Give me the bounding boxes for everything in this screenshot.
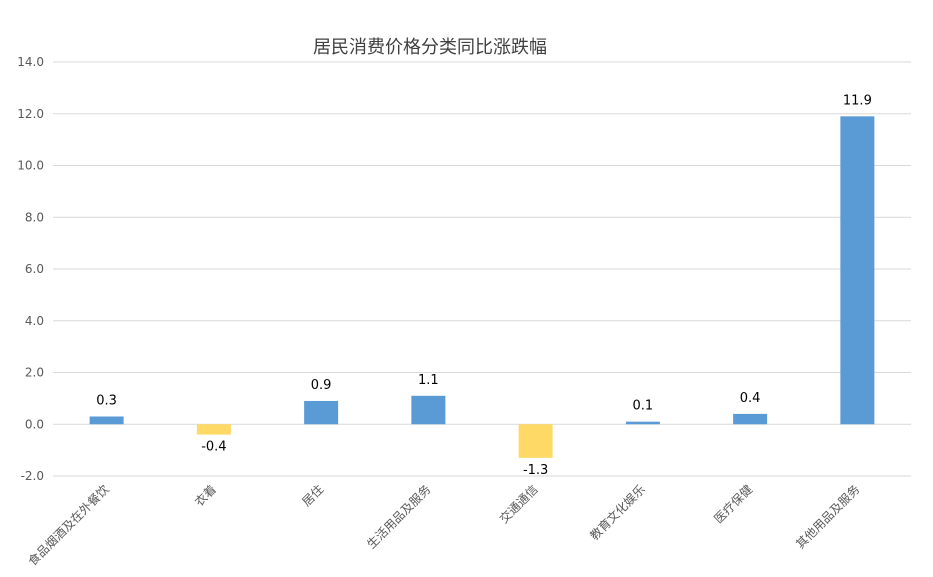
bar xyxy=(411,395,446,425)
data-label: 0.1 xyxy=(633,399,654,414)
data-label: 0.9 xyxy=(311,378,332,393)
bar xyxy=(733,413,768,425)
x-tick-label: 医疗保健 xyxy=(711,482,755,526)
y-tick-label: 12.0 xyxy=(17,107,44,121)
bar xyxy=(625,421,660,425)
y-tick-label: 6.0 xyxy=(25,262,44,276)
data-label: 0.3 xyxy=(96,393,117,408)
x-tick-label: 教育文化娱乐 xyxy=(586,482,648,544)
y-tick-label: 10.0 xyxy=(17,159,44,173)
x-tick-label: 其他用品及服务 xyxy=(792,482,862,552)
y-tick-label: 2.0 xyxy=(25,366,44,380)
y-tick-label: -2.0 xyxy=(21,469,44,483)
x-tick-label: 交通通信 xyxy=(496,482,541,527)
y-tick-label: 14.0 xyxy=(17,55,44,69)
bar xyxy=(518,424,553,458)
bar xyxy=(840,116,875,425)
bar xyxy=(304,400,339,425)
chart-title: 居民消费价格分类同比涨跌幅 xyxy=(313,37,547,58)
x-tick-label: 食品烟酒及在外餐饮 xyxy=(25,482,112,569)
data-label: -1.3 xyxy=(523,463,548,478)
data-label: 1.1 xyxy=(418,373,439,388)
x-tick-label: 衣着 xyxy=(191,482,219,510)
x-tick-label: 生活用品及服务 xyxy=(363,482,433,552)
data-label: -0.4 xyxy=(201,440,226,455)
data-label: 11.9 xyxy=(843,93,872,108)
bar xyxy=(196,424,231,435)
y-tick-label: 8.0 xyxy=(25,210,44,224)
y-tick-label: 4.0 xyxy=(25,314,44,328)
data-label: 0.4 xyxy=(740,391,761,406)
bar xyxy=(89,416,124,425)
x-tick-label: 居住 xyxy=(299,482,326,509)
y-tick-label: 0.0 xyxy=(25,417,44,431)
